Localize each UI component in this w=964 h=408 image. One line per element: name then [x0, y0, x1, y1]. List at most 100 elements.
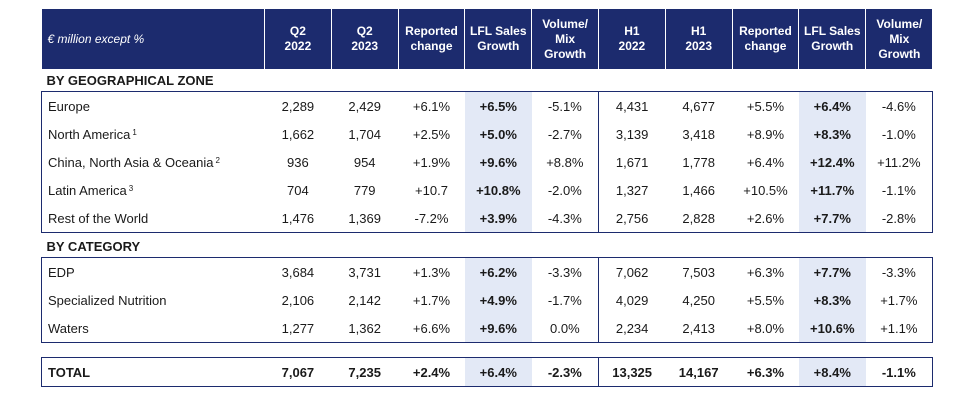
- row-label-text: Latin America: [48, 182, 127, 198]
- row-label-text: Waters: [48, 320, 89, 336]
- table-row: EDP 3,684 3,731 +1.3% +6.2% -3.3% 7,062 7,503 +6…: [41, 257, 933, 286]
- section-title: BY CATEGORY: [41, 235, 933, 258]
- table-cell: +2.5%: [412, 126, 451, 142]
- table-cell: -4.6%: [865, 91, 933, 120]
- section-title: BY GEOGRAPHICAL ZONE: [41, 69, 933, 92]
- table-cell: 3,418: [682, 126, 715, 142]
- table-cell: +1.7%: [865, 286, 933, 314]
- table-cell: 4,431: [597, 91, 666, 120]
- table-cell: 3,731: [348, 264, 381, 280]
- column-header: H1 2023: [665, 9, 733, 69]
- total-cell: 7,067: [264, 357, 332, 387]
- column-header: Reported change: [732, 9, 800, 69]
- table-cell: 1,671: [597, 148, 666, 176]
- table-cell: -3.3%: [547, 264, 582, 280]
- column-header: LFL Sales Growth: [464, 9, 533, 69]
- table-cell: 2,234: [597, 314, 666, 343]
- column-header-line: 2022: [618, 39, 646, 53]
- table-cell: -4.3%: [531, 204, 599, 233]
- footnote-marker: 2: [215, 155, 220, 165]
- column-header-line: Growth: [477, 39, 520, 53]
- column-header-line: Q2: [356, 24, 373, 38]
- unit-label: € million except %: [41, 9, 265, 69]
- table-row: Latin America 3 704 779 +10.7 +10.8% -2.0% 1,32…: [41, 176, 933, 204]
- table-cell: +6.3%: [746, 264, 785, 280]
- table-cell: 1,277: [264, 314, 332, 343]
- table-cell: +10.8%: [464, 176, 532, 204]
- table-cell: +10.7: [415, 182, 448, 198]
- table-cell: +6.1%: [412, 98, 451, 114]
- table-cell: +4.9%: [464, 286, 532, 314]
- table-cell: +6.2%: [464, 257, 532, 286]
- total-cell: -2.3%: [531, 357, 599, 387]
- column-header-line: H1: [624, 24, 640, 38]
- table-cell: 1,362: [331, 314, 399, 343]
- table-cell: +9.6%: [464, 148, 532, 176]
- row-label: North America 1: [41, 120, 265, 148]
- total-row: TOTAL 7,067 7,235 +2.4% +6.4% -2.3% 13,325 14,1…: [41, 357, 933, 387]
- table-cell: 7,503: [682, 264, 715, 280]
- footnote-marker: 1: [132, 127, 137, 137]
- table-cell: 1,662: [281, 126, 315, 142]
- row-label-text: China, North Asia & Oceania: [48, 154, 214, 170]
- section-header-row: BY CATEGORY: [41, 235, 933, 258]
- table-cell: +7.7%: [798, 204, 866, 233]
- table-cell: +1.9%: [412, 154, 451, 170]
- column-header: Volume/Mix Growth: [531, 9, 599, 69]
- table-cell: 936: [287, 154, 309, 170]
- table-cell: -3.3%: [865, 257, 933, 286]
- table-row: Waters 1,277 1,362 +6.6% +9.6% 0.0% 2,234 2,413…: [41, 314, 933, 343]
- column-header-line: 2023: [351, 39, 379, 53]
- table-cell: 2,429: [348, 98, 381, 114]
- table-cell: +11.2%: [865, 148, 933, 176]
- table-row: Rest of the World 1,476 1,369 -7.2% +3.9% -4.…: [41, 204, 933, 233]
- table-cell: 2,828: [665, 204, 733, 233]
- table-cell: +10.5%: [743, 182, 788, 198]
- table-cell: -7.2%: [398, 204, 465, 233]
- table-cell: 1,466: [682, 182, 715, 198]
- table-cell: 704: [287, 182, 309, 198]
- total-cell: 14,167: [665, 357, 733, 387]
- column-header: Reported change: [398, 9, 466, 69]
- row-label: Specialized Nutrition: [41, 286, 265, 314]
- table-cell: -2.0%: [547, 182, 582, 198]
- table-cell: 2,289: [281, 98, 315, 114]
- row-label-text: Rest of the World: [48, 210, 149, 226]
- column-header-line: Growth: [878, 46, 921, 61]
- column-header-line: change: [410, 39, 453, 53]
- total-cell: +6.3%: [732, 357, 799, 387]
- column-header-line: LFL Sales: [804, 24, 861, 38]
- table-header-row: € million except % Q2 2022 Q2 2023 Reported c…: [41, 9, 933, 69]
- table-cell: +5.0%: [464, 120, 532, 148]
- table-cell: 4,677: [682, 98, 715, 114]
- table-cell: +10.6%: [798, 314, 866, 343]
- column-header: Q2 2022: [264, 9, 332, 69]
- table-cell: +12.4%: [798, 148, 866, 176]
- sales-table: € million except % Q2 2022 Q2 2023 Reported c…: [41, 9, 933, 387]
- table-cell: +6.4%: [798, 91, 866, 120]
- total-label: TOTAL: [41, 357, 265, 387]
- column-header-line: change: [744, 39, 787, 53]
- table-row: North America 1 1,662 1,704 +2.5% +5.0% -2.7% 3…: [41, 120, 933, 148]
- table-row: Europe 2,289 2,429 +6.1% +6.5% -5.1% 4,431 4,67…: [41, 91, 933, 120]
- table-cell: +2.6%: [732, 204, 799, 233]
- table-cell: 1,778: [682, 154, 715, 170]
- table-cell: 2,142: [348, 292, 381, 308]
- table-cell: 4,029: [597, 286, 666, 314]
- footnote-marker: 3: [128, 183, 134, 193]
- table-cell: 4,250: [682, 292, 715, 308]
- column-header-line: 2023: [685, 39, 713, 53]
- table-row: China, North Asia & Oceania 2 936 954 +1.9% +…: [41, 148, 933, 176]
- table-cell: -1.0%: [865, 120, 933, 148]
- column-header: Volume/Mix Growth: [865, 9, 933, 69]
- row-label: Europe: [41, 91, 265, 120]
- table-cell: +6.4%: [746, 154, 785, 170]
- column-header-line: Growth: [544, 46, 587, 61]
- table-cell: +1.1%: [865, 314, 933, 343]
- column-header: Q2 2023: [331, 9, 399, 69]
- spacer-row: [42, 343, 933, 358]
- table-cell: 7,062: [597, 257, 666, 286]
- row-label: EDP: [41, 257, 265, 286]
- table-cell: 779: [353, 182, 376, 198]
- table-cell: +9.6%: [464, 314, 532, 343]
